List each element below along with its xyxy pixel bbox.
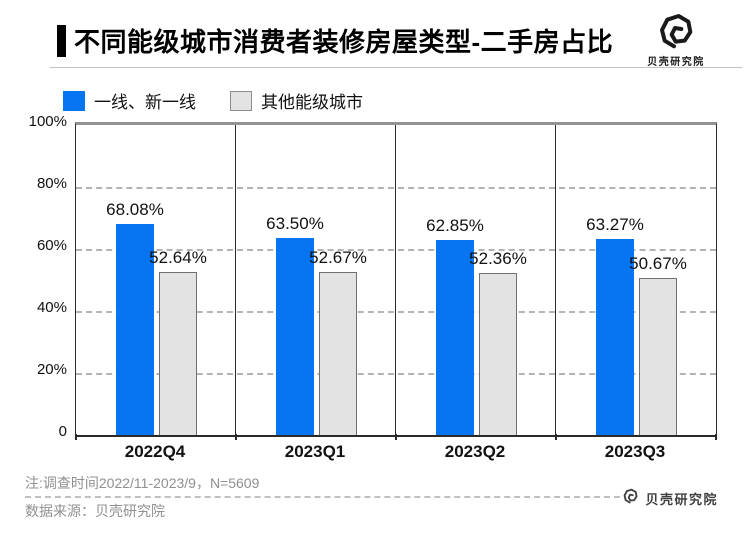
title-accent-bar xyxy=(57,24,66,57)
brand-name-bottom: 贝壳研究院 xyxy=(645,492,718,507)
bar-2023Q3-series1 xyxy=(639,277,677,435)
plot-area: 68.08% 52.64% 63.50% 52.67% 62.85% 52.36% 63.2… xyxy=(75,122,717,437)
bar-2023Q2-series0 xyxy=(436,240,474,435)
x-tick-label-2023Q1: 2023Q1 xyxy=(284,442,346,461)
panel-2022Q4: 68.08% 52.64% xyxy=(76,125,236,435)
beike-shell-icon-small xyxy=(622,487,639,510)
y-tick-label: 40% xyxy=(36,299,67,316)
legend-label-gray: 其他能级城市 xyxy=(261,93,363,112)
legend-swatch-blue xyxy=(63,90,85,111)
y-tick-label: 20% xyxy=(36,361,67,378)
x-tick-label-2023Q3: 2023Q3 xyxy=(604,442,666,461)
value-label-2022Q4-series0: 68.08% xyxy=(106,199,164,219)
gridline-20 xyxy=(76,373,716,375)
value-label-2023Q1-series1: 52.67% xyxy=(309,247,367,267)
x-axis-tick xyxy=(395,434,397,440)
data-source-note: 数据来源：贝壳研究院 xyxy=(25,503,165,519)
gridline-60 xyxy=(76,249,716,251)
gridline-80 xyxy=(76,187,716,189)
panel-2023Q2: 62.85% 52.36% xyxy=(396,125,556,435)
bar-2023Q3-series0 xyxy=(596,238,634,435)
page-title-block: 不同能级城市消费者装修房屋类型-二手房占比 xyxy=(57,22,613,59)
brand-logo-top: 贝壳研究院 xyxy=(640,10,712,68)
panel-2023Q1: 63.50% 52.67% xyxy=(236,125,396,435)
value-label-2023Q2-series0: 62.85% xyxy=(426,216,484,236)
y-tick-label: 80% xyxy=(36,175,67,192)
value-label-2022Q4-series1: 52.64% xyxy=(149,247,207,267)
x-tick-label-2023Q2: 2023Q2 xyxy=(444,442,506,461)
x-tick-label-2022Q4: 2022Q4 xyxy=(124,442,186,461)
value-label-2023Q3-series0: 63.27% xyxy=(586,214,644,234)
legend-item-blue: 一线、新一线 xyxy=(63,88,196,113)
bar-2023Q1-series1 xyxy=(319,271,357,435)
y-tick-label: 100% xyxy=(28,113,67,130)
y-tick-label: 60% xyxy=(36,237,67,254)
header-divider xyxy=(50,67,742,68)
brand-logo-bottom: 贝壳研究院 xyxy=(622,487,718,510)
gridline-40 xyxy=(76,311,716,313)
footer-divider xyxy=(25,496,620,498)
bar-2022Q4-series0 xyxy=(116,223,154,435)
beike-shell-icon xyxy=(640,10,712,52)
value-label-2023Q2-series1: 52.36% xyxy=(469,248,527,268)
bar-2023Q1-series0 xyxy=(276,238,314,435)
panel-2023Q3: 63.27% 50.67% xyxy=(556,125,716,435)
legend-item-gray: 其他能级城市 xyxy=(230,88,363,113)
x-axis-tick xyxy=(555,434,557,440)
page-title: 不同能级城市消费者装修房屋类型-二手房占比 xyxy=(74,27,614,57)
x-axis-tick xyxy=(715,434,717,440)
value-label-2023Q1-series0: 63.50% xyxy=(266,214,324,234)
legend-label-blue: 一线、新一线 xyxy=(94,93,196,112)
bar-2023Q2-series1 xyxy=(479,272,517,435)
value-label-2023Q3-series1: 50.67% xyxy=(629,253,687,273)
survey-note: 注:调查时间2022/11-2023/9，N=5609 xyxy=(25,475,260,491)
bar-2022Q4-series1 xyxy=(159,271,197,435)
legend-swatch-gray xyxy=(230,90,252,111)
y-tick-label: 0 xyxy=(58,423,67,440)
brand-name-top: 贝壳研究院 xyxy=(647,57,705,68)
x-axis-tick xyxy=(235,434,237,440)
x-axis-tick xyxy=(75,434,77,440)
chart-legend: 一线、新一线 其他能级城市 xyxy=(63,88,363,113)
